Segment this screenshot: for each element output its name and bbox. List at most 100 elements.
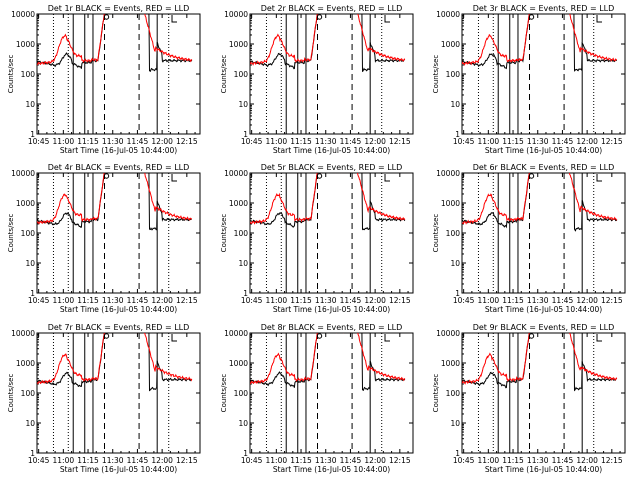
lld-series-line [462, 333, 618, 385]
y-tick-label: 10 [450, 259, 460, 268]
y-axis-label: Counts/sec [7, 55, 15, 94]
panel-title: Det 1r BLACK = Events, RED = LLD [48, 4, 190, 13]
y-tick-label: 1 [243, 130, 248, 139]
y-tick-label: 10000 [224, 10, 248, 19]
marker-circle [316, 333, 323, 339]
x-tick-label: 12:15 [601, 296, 623, 305]
x-tick-label: 12:15 [601, 456, 623, 465]
x-tick-label: 12:15 [389, 296, 411, 305]
chart-panel: 1 10 100 1000 10000 10:45 11:00 11:15 11:30 11:45… [7, 163, 201, 314]
y-tick-label: 1000 [16, 199, 35, 208]
bracket-marker [596, 174, 603, 182]
y-tick-label: 1000 [229, 359, 248, 368]
marker-circle [103, 173, 110, 179]
x-tick-label: 10:45 [28, 137, 50, 146]
chart-panel: 1 10 100 1000 10000 10:45 11:00 11:15 11:30 11:45… [432, 323, 626, 474]
x-tick-label: 11:30 [315, 137, 337, 146]
x-tick-label: 10:45 [453, 296, 475, 305]
y-tick-label: 10 [238, 259, 248, 268]
y-tick-label: 1000 [441, 359, 460, 368]
panel-title: Det 5r BLACK = Events, RED = LLD [261, 163, 403, 172]
x-tick-label: 10:45 [28, 456, 50, 465]
marker-circle [528, 173, 535, 179]
plot-frame [461, 332, 626, 454]
panel-title: Det 4r BLACK = Events, RED = LLD [48, 163, 190, 172]
chart-panel: 1 10 100 1000 10000 10:45 11:00 11:15 11:30 11:45… [220, 163, 414, 314]
y-tick-label: 100 [446, 389, 461, 398]
bracket-marker [384, 15, 391, 23]
x-tick-label: 11:15 [502, 456, 524, 465]
x-tick-label: 10:45 [241, 296, 263, 305]
y-tick-label: 100 [446, 229, 461, 238]
bracket-marker [171, 174, 178, 182]
y-tick-label: 100 [234, 389, 249, 398]
x-tick-label: 11:30 [527, 456, 549, 465]
chart-panel: 1 10 100 1000 10000 10:45 11:00 11:15 11:30 11:45… [7, 4, 201, 155]
lld-series-line [250, 14, 406, 66]
x-axis-label: Start Time (16-Jul-05 10:44:00) [60, 305, 177, 314]
lld-series-line [37, 333, 193, 385]
marker-circle [316, 14, 323, 20]
panel-title: Det 8r BLACK = Events, RED = LLD [261, 323, 403, 332]
plot-frame [461, 172, 626, 294]
x-axis-label: Start Time (16-Jul-05 10:44:00) [60, 146, 177, 155]
x-tick-label: 11:45 [552, 456, 574, 465]
y-tick-label: 1000 [441, 40, 460, 49]
y-tick-label: 1000 [229, 40, 248, 49]
x-tick-label: 12:15 [176, 137, 198, 146]
x-tick-label: 11:00 [266, 456, 288, 465]
marker-circle [103, 14, 110, 20]
bracket-marker [384, 334, 391, 342]
events-series-line [462, 173, 618, 232]
x-tick-label: 12:15 [389, 137, 411, 146]
y-tick-label: 10000 [11, 329, 35, 338]
x-tick-label: 11:00 [478, 137, 500, 146]
y-tick-label: 10 [238, 100, 248, 109]
x-axis-label: Start Time (16-Jul-05 10:44:00) [485, 146, 602, 155]
y-tick-label: 1000 [441, 199, 460, 208]
x-tick-label: 11:00 [266, 137, 288, 146]
y-tick-label: 1 [30, 289, 35, 298]
x-tick-label: 12:15 [389, 456, 411, 465]
x-tick-label: 11:15 [77, 456, 99, 465]
bracket-marker [171, 15, 178, 23]
y-axis-label: Counts/sec [7, 214, 15, 253]
x-tick-label: 11:30 [102, 137, 124, 146]
y-tick-label: 10000 [224, 329, 248, 338]
plot-frame [249, 172, 414, 294]
lld-series-line [37, 14, 193, 66]
y-axis-label: Counts/sec [220, 374, 228, 413]
x-axis-label: Start Time (16-Jul-05 10:44:00) [273, 146, 390, 155]
x-tick-label: 11:00 [478, 456, 500, 465]
x-tick-label: 11:00 [53, 296, 75, 305]
lld-series-line [37, 173, 192, 225]
x-tick-label: 12:15 [176, 456, 198, 465]
y-tick-label: 100 [21, 70, 36, 79]
chart-panel: 1 10 100 1000 10000 10:45 11:00 11:15 11:30 11:45… [432, 163, 626, 314]
y-tick-label: 1 [30, 130, 35, 139]
x-axis-label: Start Time (16-Jul-05 10:44:00) [273, 305, 390, 314]
x-tick-label: 11:45 [127, 456, 149, 465]
events-series-line [462, 14, 618, 73]
y-tick-label: 10 [25, 419, 35, 428]
bracket-marker [596, 15, 603, 23]
marker-circle [528, 333, 535, 339]
y-tick-label: 100 [21, 389, 36, 398]
y-tick-label: 1 [455, 289, 460, 298]
bracket-marker [171, 334, 178, 342]
plot-frame [36, 13, 201, 135]
y-tick-label: 10000 [436, 10, 460, 19]
y-tick-label: 10 [450, 419, 460, 428]
panel-title: Det 9r BLACK = Events, RED = LLD [473, 323, 615, 332]
x-tick-label: 12:00 [364, 456, 386, 465]
y-tick-label: 1 [243, 449, 248, 458]
events-series-line [37, 173, 192, 231]
lld-series-line [462, 14, 617, 67]
x-tick-label: 12:00 [364, 137, 386, 146]
x-tick-label: 12:00 [151, 137, 173, 146]
y-tick-label: 10 [450, 100, 460, 109]
y-axis-label: Counts/sec [432, 214, 440, 253]
x-tick-label: 12:00 [151, 456, 173, 465]
y-tick-label: 1 [243, 289, 248, 298]
plot-frame [461, 13, 626, 135]
